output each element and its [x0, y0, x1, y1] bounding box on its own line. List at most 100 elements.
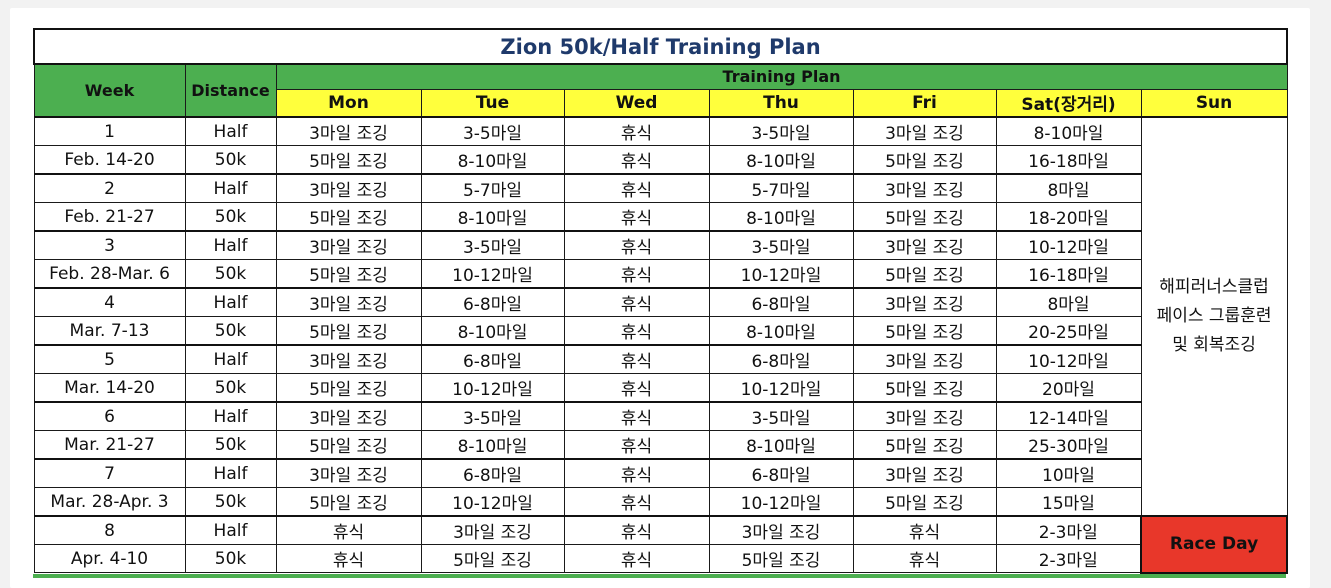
day-cell-fri: 3마일 조깅	[852, 116, 997, 146]
day-cell-fri: 3마일 조깅	[852, 287, 997, 317]
header-distance: Distance	[184, 63, 277, 118]
week-cell: Feb. 28-Mar. 6	[33, 259, 186, 289]
bottom-green-strip	[33, 574, 1286, 578]
day-cell-tue: 10-12마일	[420, 373, 565, 403]
week-cell: 8	[33, 515, 186, 545]
header-tue: Tue	[420, 88, 565, 118]
distance-cell: Half	[184, 230, 277, 260]
day-cell-tue: 6-8마일	[420, 458, 565, 488]
table-row: 8 Half 휴식 3마일 조깅 휴식 3마일 조깅 휴식 2-3마일 Race Day	[33, 515, 1289, 574]
week-cell: Feb. 14-20	[33, 145, 186, 175]
table-row: Mar. 14-20 50k 5마일 조깅 10-12마일 휴식 10-12마일 5마일 조…	[33, 373, 1287, 403]
table-row: Feb. 28-Mar. 6 50k 5마일 조깅 10-12마일 휴식 10-12마일 5…	[33, 259, 1287, 289]
header-mon: Mon	[275, 88, 422, 118]
week-cell: Mar. 7-13	[33, 316, 186, 346]
table-row: Mar. 21-27 50k 5마일 조깅 8-10마일 휴식 8-10마일 5마일 조깅 2…	[33, 430, 1287, 460]
day-cell-thu: 8-10마일	[708, 316, 854, 346]
day-cell-mon: 휴식	[275, 544, 422, 573]
day-cell-fri: 5마일 조깅	[852, 430, 997, 460]
day-cell-mon: 5마일 조깅	[275, 430, 422, 460]
day-cell-tue: 8-10마일	[420, 316, 565, 346]
day-cell-tue: 5-7마일	[420, 173, 565, 203]
table-row: 4 Half 3마일 조깅 6-8마일 휴식 6-8마일 3마일 조깅 8마일	[33, 287, 1287, 317]
day-cell-sat: 18-20마일	[995, 202, 1142, 232]
day-cell-sat: 25-30마일	[995, 430, 1142, 460]
header-week: Week	[33, 63, 186, 118]
day-cell-sat: 15마일	[995, 487, 1142, 517]
table-row: Feb. 21-27 50k 5마일 조깅 8-10마일 휴식 8-10마일 5마일 조깅 1…	[33, 202, 1287, 232]
day-cell-tue: 8-10마일	[420, 145, 565, 175]
table-row: 5 Half 3마일 조깅 6-8마일 휴식 6-8마일 3마일 조깅 10-12마일	[33, 344, 1287, 374]
day-cell-tue: 6-8마일	[420, 344, 565, 374]
day-cell-thu: 5-7마일	[708, 173, 854, 203]
distance-cell: 50k	[184, 316, 277, 346]
day-cell-mon: 5마일 조깅	[275, 145, 422, 175]
training-plan-table: Zion 50k/Half Training Plan Week Distanc…	[32, 28, 1289, 574]
header-sun: Sun	[1140, 88, 1288, 118]
day-cell-tue: 6-8마일	[420, 287, 565, 317]
sunday-note-cell: 해피러너스클럽 페이스 그룹훈련 및 회복조깅	[1140, 116, 1288, 517]
day-cell-thu: 3-5마일	[708, 230, 854, 260]
day-cell-mon: 3마일 조깅	[275, 173, 422, 203]
day-cell-fri: 휴식	[852, 544, 997, 573]
day-cell-tue: 8-10마일	[420, 202, 565, 232]
week-cell: Apr. 4-10	[33, 544, 186, 573]
day-cell-fri: 5마일 조깅	[852, 145, 997, 175]
day-cell-sat: 16-18마일	[995, 145, 1142, 175]
distance-cell: Half	[184, 515, 277, 545]
week-cell: 2	[33, 173, 186, 203]
table-row: 7 Half 3마일 조깅 6-8마일 휴식 6-8마일 3마일 조깅 10마일	[33, 458, 1287, 488]
day-cell-sat: 10마일	[995, 458, 1142, 488]
day-cell-fri: 3마일 조깅	[852, 173, 997, 203]
day-cell-wed: 휴식	[563, 173, 710, 203]
day-cell-wed: 휴식	[563, 515, 710, 545]
day-cell-fri: 3마일 조깅	[852, 401, 997, 431]
sunday-note-line3: 및 회복조깅	[1172, 335, 1256, 355]
day-cell-sat: 20-25마일	[995, 316, 1142, 346]
table-row: Mar. 7-13 50k 5마일 조깅 8-10마일 휴식 8-10마일 5마일 조깅 20…	[33, 316, 1287, 346]
day-cell-sat: 2-3마일	[995, 544, 1142, 573]
day-cell-wed: 휴식	[563, 458, 710, 488]
day-cell-mon: 5마일 조깅	[275, 316, 422, 346]
day-cell-mon: 5마일 조깅	[275, 259, 422, 289]
sunday-note-line1: 해피러너스클럽	[1159, 277, 1269, 297]
day-cell-thu: 3-5마일	[708, 116, 854, 146]
day-cell-thu: 10-12마일	[708, 373, 854, 403]
distance-cell: 50k	[184, 145, 277, 175]
day-cell-sat: 8-10마일	[995, 116, 1142, 146]
week-cell: 3	[33, 230, 186, 260]
header-wed: Wed	[563, 88, 710, 118]
day-cell-tue: 5마일 조깅	[420, 544, 565, 573]
week-cell: Mar. 21-27	[33, 430, 186, 460]
day-cell-mon: 3마일 조깅	[275, 287, 422, 317]
day-cell-tue: 10-12마일	[420, 259, 565, 289]
distance-cell: 50k	[184, 487, 277, 517]
day-cell-wed: 휴식	[563, 287, 710, 317]
header-fri: Fri	[852, 88, 997, 118]
header-training-plan: Training Plan	[275, 63, 1288, 90]
day-cell-mon: 3마일 조깅	[275, 344, 422, 374]
day-cell-wed: 휴식	[563, 430, 710, 460]
day-cell-mon: 3마일 조깅	[275, 401, 422, 431]
day-cell-sat: 16-18마일	[995, 259, 1142, 289]
day-cell-mon: 3마일 조깅	[275, 230, 422, 260]
table-title: Zion 50k/Half Training Plan	[32, 28, 1289, 65]
distance-cell: Half	[184, 287, 277, 317]
table-row: 2 Half 3마일 조깅 5-7마일 휴식 5-7마일 3마일 조깅 8마일	[33, 173, 1287, 203]
day-cell-wed: 휴식	[563, 202, 710, 232]
day-cell-thu: 3-5마일	[708, 401, 854, 431]
distance-cell: Half	[184, 458, 277, 488]
table-row: Mar. 28-Apr. 3 50k 5마일 조깅 10-12마일 휴식 10-12마일 5…	[33, 487, 1287, 517]
header-sat: Sat(장거리)	[995, 88, 1142, 118]
day-cell-tue: 3-5마일	[420, 401, 565, 431]
day-cell-thu: 3마일 조깅	[708, 515, 854, 545]
day-cell-thu: 8-10마일	[708, 145, 854, 175]
day-cell-mon: 3마일 조깅	[275, 116, 422, 146]
distance-cell: Half	[184, 401, 277, 431]
week-cell: Mar. 28-Apr. 3	[33, 487, 186, 517]
day-cell-sat: 10-12마일	[995, 344, 1142, 374]
day-cell-wed: 휴식	[563, 316, 710, 346]
day-cell-fri: 3마일 조깅	[852, 344, 997, 374]
day-cell-mon: 휴식	[275, 515, 422, 545]
day-cell-thu: 6-8마일	[708, 458, 854, 488]
